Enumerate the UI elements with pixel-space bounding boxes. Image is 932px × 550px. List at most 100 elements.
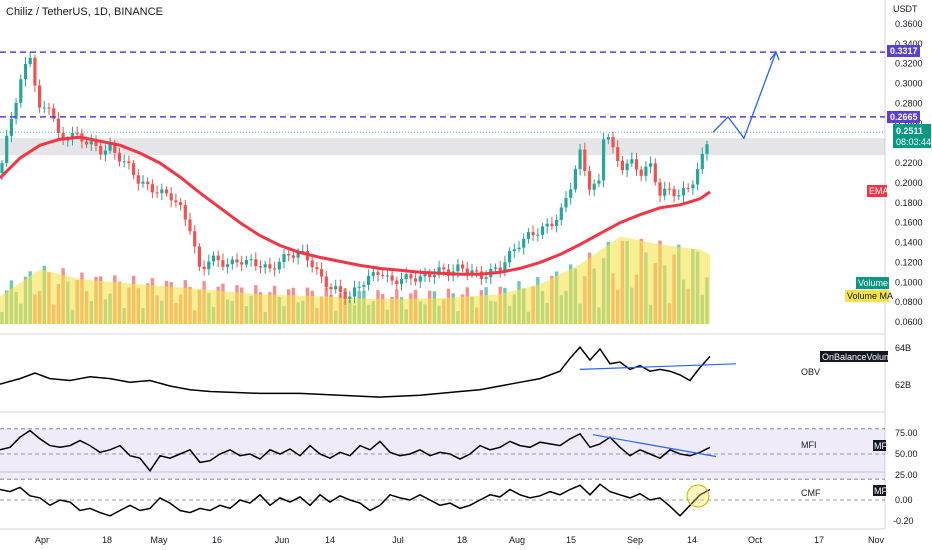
candle-body (127, 161, 131, 164)
candle-body (33, 57, 37, 86)
candle-body (639, 169, 643, 176)
ema-tag-text: EMA (869, 186, 889, 196)
candle-body (691, 184, 695, 189)
obv-tag-text: OnBalanceVolume (822, 352, 897, 362)
candle-body (282, 254, 286, 263)
currency-label: USDT (893, 4, 918, 14)
candle-body (611, 137, 615, 148)
candle-body (498, 267, 502, 271)
candle-body (207, 261, 211, 270)
candle-body (493, 267, 498, 269)
candle-body (381, 274, 385, 276)
candle-body (371, 272, 375, 276)
candle-body (677, 195, 681, 197)
volume-bars (0, 236, 710, 324)
candle-body (395, 280, 399, 285)
candle-body (174, 200, 178, 203)
candle-body (343, 291, 347, 299)
candle-body (409, 274, 413, 279)
candle-body (630, 159, 634, 164)
candle-body (559, 207, 563, 220)
price-tick-15: 0.0600 (895, 317, 923, 327)
time-tick-4: Jun (275, 535, 290, 545)
obv-line (0, 346, 711, 398)
candle-body (686, 188, 690, 190)
candle-body (52, 108, 56, 119)
candle-body (249, 259, 253, 261)
candle-body (179, 202, 183, 206)
obv-tick-1: 62B (895, 380, 911, 390)
candle-body (362, 284, 366, 287)
candle-body (164, 189, 169, 194)
candle-body (696, 169, 700, 185)
cmf-tag-text: MF (874, 486, 887, 496)
candle-body (66, 139, 70, 141)
volume-tag (856, 277, 889, 289)
candle-body (132, 163, 136, 176)
candle-body (616, 147, 620, 161)
mfi-tag-text: MF (874, 441, 887, 451)
price-tick-12: 0.1200 (895, 257, 923, 267)
candle-body (42, 107, 46, 109)
candle-body (555, 219, 559, 227)
candle-body (442, 267, 446, 270)
candle-body (169, 193, 173, 201)
candle-body (315, 267, 319, 270)
time-tick-5: 14 (325, 535, 335, 545)
candle-body (649, 163, 653, 167)
candle-body (155, 192, 159, 194)
candle-body (14, 102, 18, 119)
candle-body (667, 188, 671, 190)
candle-body (503, 262, 507, 271)
last-price-text: 0.2511 (896, 126, 923, 136)
ema-line (0, 135, 711, 276)
target-price-badge (887, 45, 920, 57)
candle-body (634, 159, 639, 170)
candle-body (526, 232, 530, 239)
candle-body (672, 189, 676, 197)
time-tick-6: Jul (392, 535, 404, 545)
candle-body (484, 277, 488, 279)
candle-body (23, 64, 28, 80)
candle-body (705, 144, 709, 154)
cmf-label: CMF (801, 488, 821, 498)
candle-body (573, 168, 577, 190)
candle-body (28, 57, 32, 65)
candle-body (221, 260, 225, 267)
candle-body (277, 262, 281, 270)
candle-body (531, 232, 535, 236)
candlestick-series (0, 51, 709, 305)
obv-label: OBV (801, 367, 820, 377)
price-tick-10: 0.1600 (895, 218, 923, 228)
price-tick-7: 0.2200 (895, 158, 923, 168)
cmf-line (0, 483, 711, 517)
candle-body (291, 255, 295, 258)
price-tick-14: 0.0800 (895, 297, 923, 307)
candle-body (193, 231, 197, 247)
candle-body (681, 188, 686, 196)
candle-body (150, 184, 154, 193)
target-price-text: 0.3317 (890, 46, 918, 56)
candle-body (465, 268, 469, 274)
candle-body (423, 273, 427, 277)
candle-body (700, 153, 704, 170)
candle-body (658, 182, 662, 196)
time-tick-7: 18 (457, 535, 467, 545)
candle-body (508, 251, 512, 263)
candle-body (9, 118, 13, 136)
candle-body (334, 286, 338, 290)
candle-body (620, 160, 624, 171)
candle-body (418, 276, 422, 282)
resistance-price-badge (887, 111, 920, 123)
price-tick-5: 0.2600 (895, 118, 923, 128)
volume-ma-area (0, 236, 710, 324)
candle-body (578, 149, 582, 169)
axis-labels: 0.36000.34000.32000.30000.28000.26000.24… (35, 19, 923, 545)
price-tick-3: 0.3000 (895, 79, 923, 89)
time-tick-2: May (150, 535, 168, 545)
candle-body (352, 287, 357, 297)
candle-body (625, 163, 629, 171)
candle-body (456, 264, 460, 272)
candle-body (70, 133, 75, 140)
candle-body (376, 272, 380, 275)
